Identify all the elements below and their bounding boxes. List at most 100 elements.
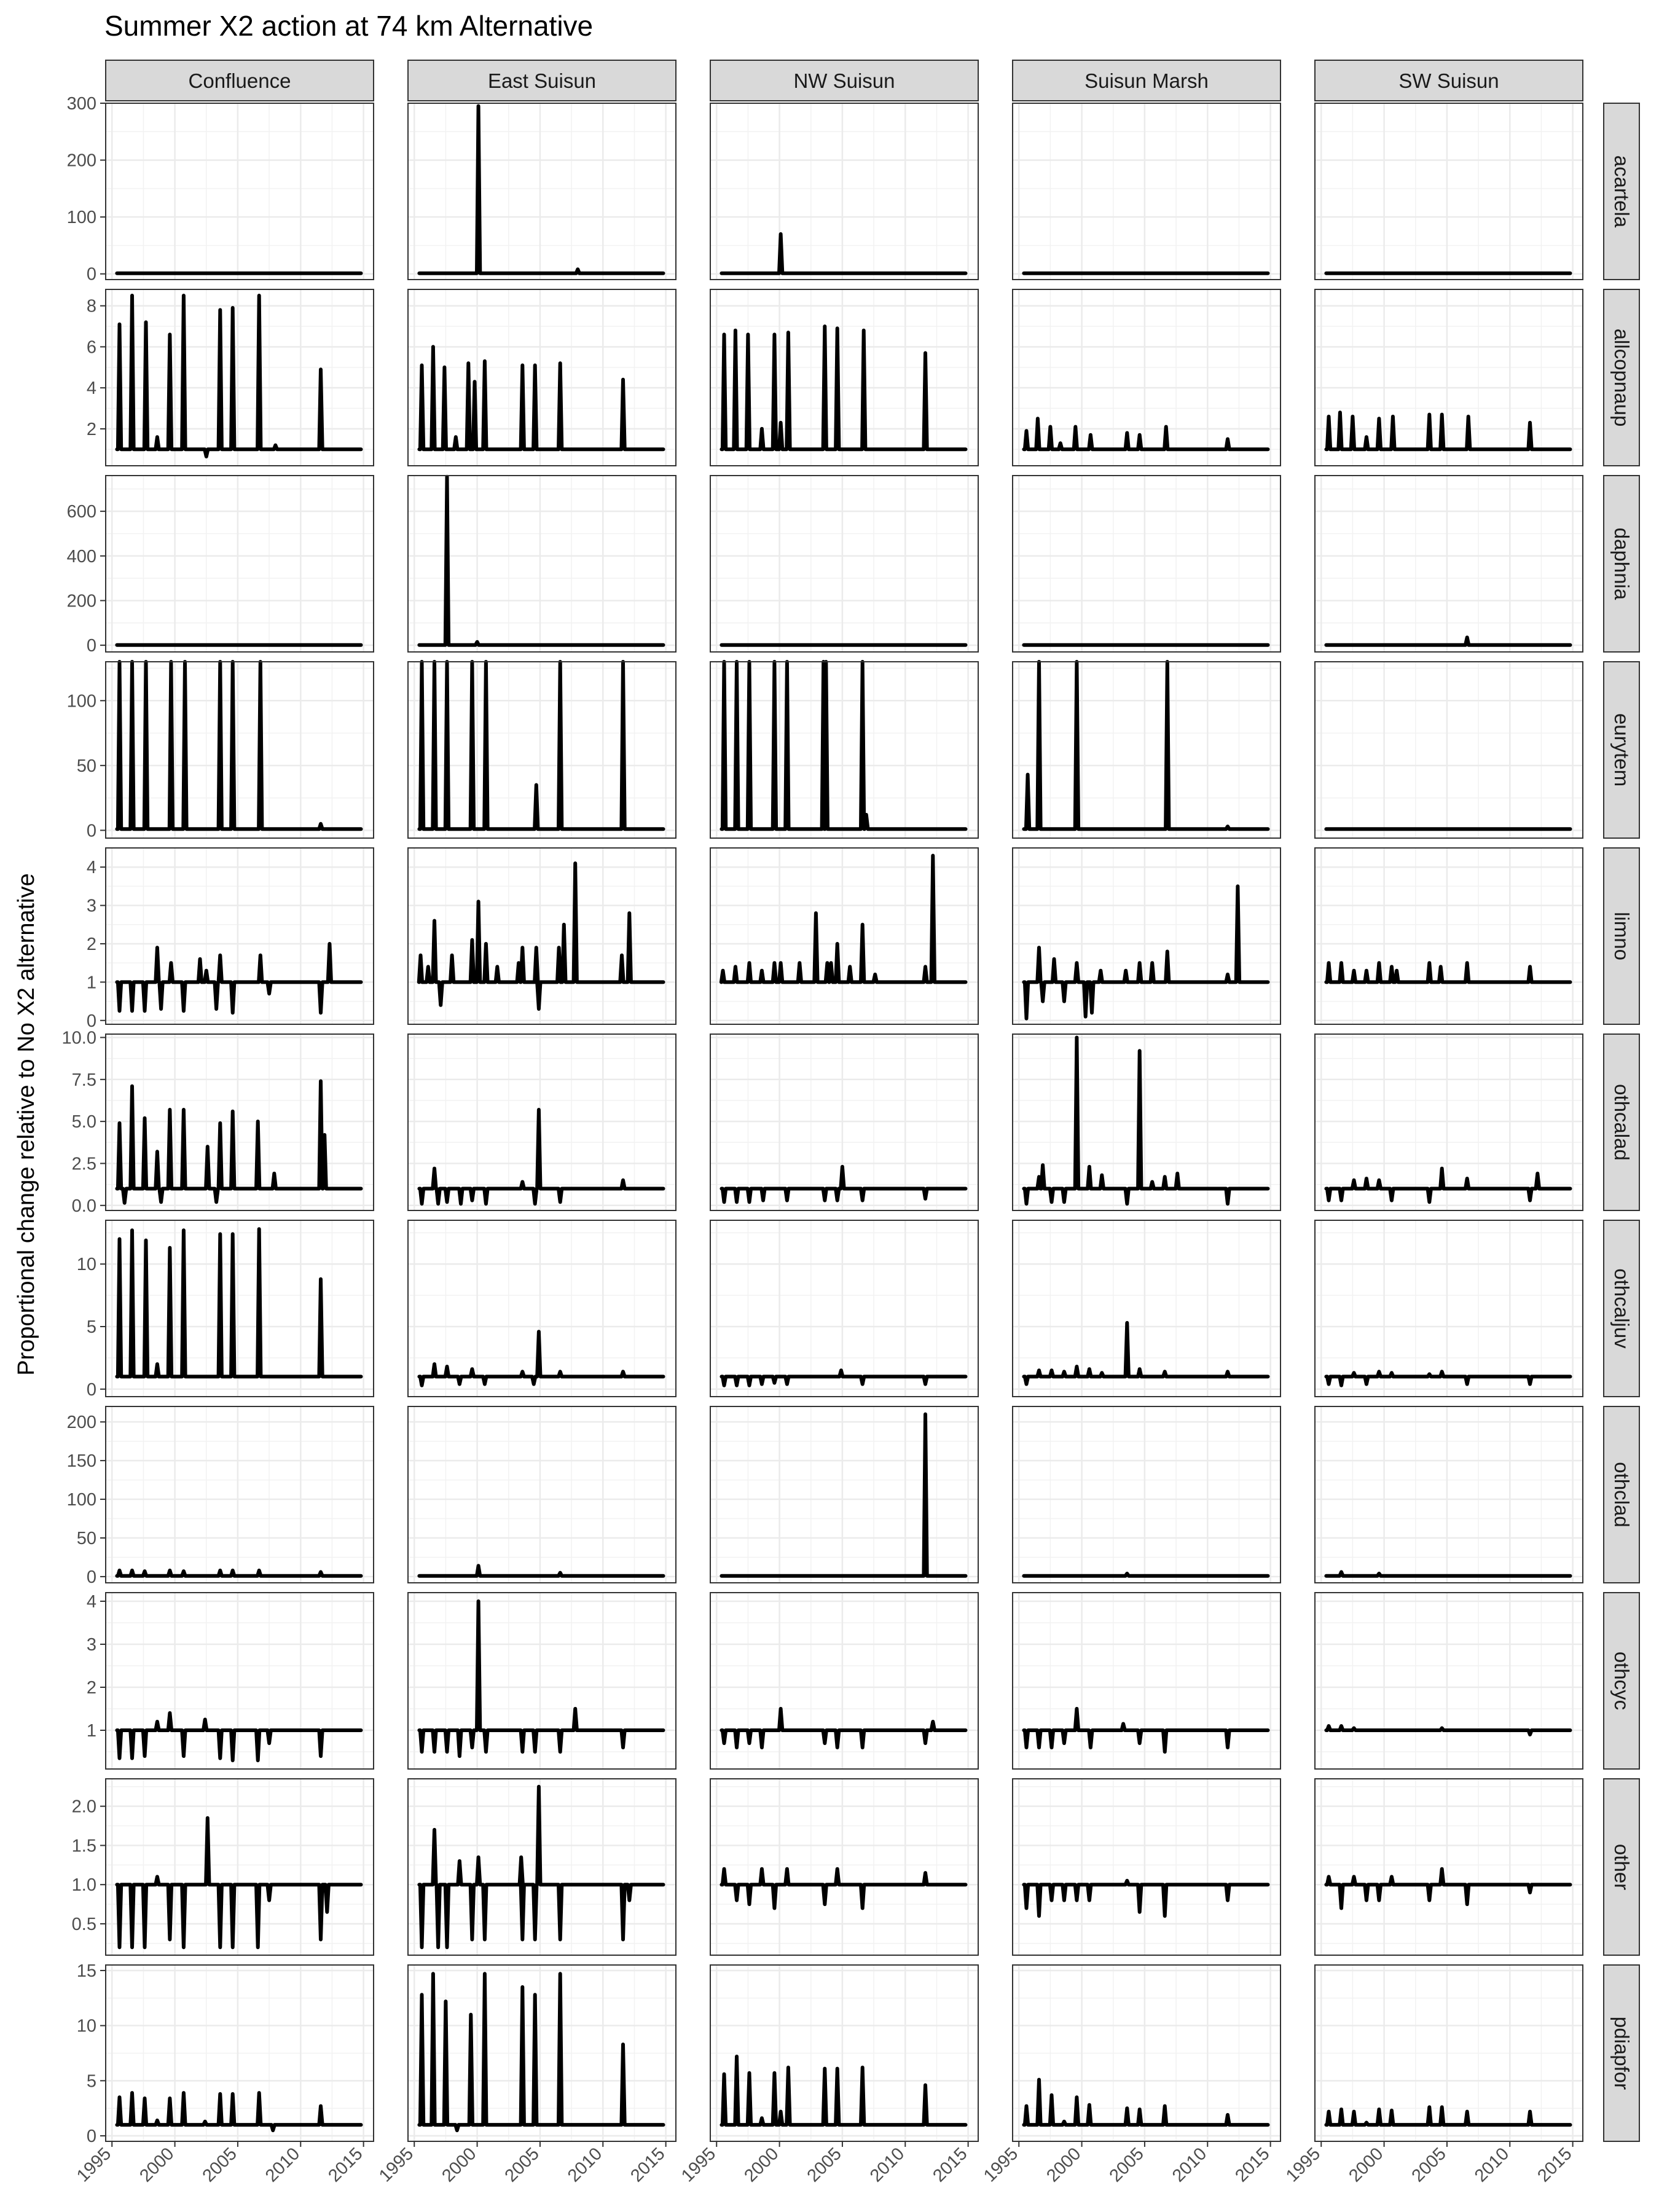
panel-background (1315, 289, 1583, 466)
strip-label-acartela: acartela (1610, 155, 1633, 228)
y-tick-label: 100 (67, 1490, 96, 1510)
strip-label-othcyc: othcyc (1610, 1652, 1633, 1710)
panel-othcaljuv-sw-suisun (1314, 1220, 1583, 1397)
series-line-othcyc-east-suisun (417, 1599, 665, 1758)
y-tick-label: 50 (77, 1529, 96, 1548)
series-line-othcaljuv-confluence (115, 1227, 363, 1379)
series-line-othclad-suisun-marsh (1022, 1571, 1270, 1578)
panel-background (106, 1779, 374, 1955)
panel-border (407, 103, 677, 280)
y-tick-label: 4 (87, 1592, 96, 1612)
panel-pdiapfor-east-suisun (407, 1964, 677, 2142)
y-tick-label: 200 (67, 151, 96, 171)
panel-allcopnaup-confluence (105, 289, 374, 466)
strip-col-suisun-marsh (1012, 60, 1281, 101)
strip-label-limno: limno (1610, 912, 1633, 960)
panel-acartela-east-suisun (407, 102, 677, 280)
panel-border (710, 1964, 979, 2142)
series-line-othcalad-confluence (115, 1079, 363, 1205)
y-tick-label: 400 (67, 547, 96, 567)
series-line-othcalad-suisun-marsh (1022, 1035, 1270, 1206)
panel-background (1315, 662, 1583, 838)
y-tick-label: 1 (87, 973, 96, 992)
panel-limno-suisun-marsh (1012, 847, 1281, 1025)
panel-acartela-nw-suisun (710, 102, 979, 280)
panel-border (407, 1406, 677, 1583)
panel-background (1315, 476, 1583, 652)
panel-background (106, 1593, 374, 1769)
strip-col-east-suisun (407, 60, 677, 101)
y-tick-label: 2 (87, 1678, 96, 1698)
series-line-pdiapfor-confluence (115, 2091, 363, 2133)
strip-label-east-suisun: East Suisun (488, 69, 596, 92)
panel-border (407, 1220, 677, 1397)
panel-background (408, 662, 676, 838)
panel-border (1012, 475, 1281, 653)
y-axis-title: Proportional change relative to No X2 al… (14, 873, 39, 1375)
y-tick-label: 100 (67, 208, 96, 227)
panel-allcopnaup-sw-suisun (1314, 289, 1583, 466)
y-tick-label: 300 (67, 94, 96, 114)
panel-border (105, 1220, 374, 1397)
y-tick-label: 2.0 (72, 1797, 96, 1817)
panel-border (1012, 103, 1281, 280)
series-line-eurytem-east-suisun (417, 660, 665, 831)
strip-row-othcalad (1603, 1033, 1640, 1211)
y-tick-label: 10 (77, 1255, 96, 1274)
strip-row-allcopnaup (1603, 289, 1640, 466)
panel-background (106, 662, 374, 838)
panel-other-suisun-marsh (1012, 1778, 1281, 1956)
panel-border (407, 1778, 677, 1956)
panel-limno-east-suisun (407, 847, 677, 1025)
panel-allcopnaup-east-suisun (407, 289, 677, 466)
strip-label-eurytem: eurytem (1610, 713, 1633, 786)
series-line-othcyc-nw-suisun (720, 1707, 968, 1749)
panel-othcaljuv-confluence (105, 1220, 374, 1397)
series-line-daphnia-sw-suisun (1324, 635, 1572, 647)
series-line-limno-sw-suisun (1324, 961, 1572, 984)
series-line-allcopnaup-suisun-marsh (1022, 417, 1270, 452)
panel-border (710, 1033, 979, 1211)
panel-border (710, 847, 979, 1025)
panel-othclad-suisun-marsh (1012, 1406, 1281, 1583)
panel-background (1013, 1220, 1281, 1397)
panel-daphnia-east-suisun (407, 474, 677, 653)
panel-background (1013, 1406, 1281, 1583)
panel-border (407, 475, 677, 653)
panel-othcalad-suisun-marsh (1012, 1033, 1281, 1211)
panel-othcyc-confluence (105, 1592, 374, 1770)
panel-border (407, 847, 677, 1025)
series-line-limno-confluence (115, 942, 363, 1015)
series-line-other-nw-suisun (720, 1867, 968, 1910)
panel-background (1013, 1034, 1281, 1210)
panel-daphnia-nw-suisun (710, 475, 979, 653)
series-line-daphnia-east-suisun (417, 474, 665, 647)
strip-label-othcalad: othcalad (1610, 1084, 1633, 1161)
panel-limno-confluence (105, 847, 374, 1025)
panel-border (105, 661, 374, 839)
panel-border (1314, 1406, 1583, 1583)
series-line-othcalad-nw-suisun (720, 1164, 968, 1204)
panel-border (710, 103, 979, 280)
panel-othcalad-nw-suisun (710, 1033, 979, 1211)
series-line-othcyc-confluence (115, 1711, 363, 1762)
series-line-othcalad-sw-suisun (1324, 1166, 1572, 1204)
series-line-limno-suisun-marsh (1022, 884, 1270, 1021)
panel-background (408, 103, 676, 280)
strip-col-confluence (105, 60, 374, 101)
series-line-othclad-east-suisun (417, 1564, 665, 1578)
strip-label-daphnia: daphnia (1610, 528, 1633, 600)
y-tick-label: 1.5 (72, 1836, 96, 1856)
panel-border (407, 661, 677, 839)
strip-row-acartela (1603, 103, 1640, 280)
strip-label-othclad: othclad (1610, 1462, 1633, 1527)
y-tick-label: 0 (87, 1011, 96, 1031)
panel-border (1012, 1964, 1281, 2142)
y-tick-label: 0.0 (72, 1196, 96, 1216)
panel-othclad-nw-suisun (710, 1406, 979, 1583)
panel-other-sw-suisun (1314, 1778, 1583, 1956)
panel-pdiapfor-sw-suisun (1314, 1964, 1583, 2142)
panel-othcalad-sw-suisun (1314, 1033, 1583, 1211)
panel-limno-sw-suisun (1314, 847, 1583, 1025)
series-line-othcaljuv-sw-suisun (1324, 1370, 1572, 1387)
